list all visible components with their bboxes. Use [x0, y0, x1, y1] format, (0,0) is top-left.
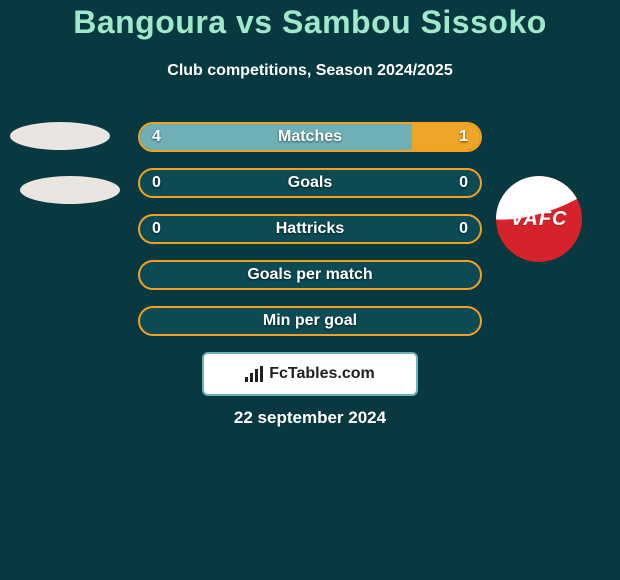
stat-bar: Min per goal — [138, 306, 482, 336]
brand-text: FcTables.com — [269, 365, 375, 383]
title-player-left: Bangoura — [73, 4, 226, 40]
stat-value-right: 0 — [459, 170, 468, 196]
stat-bar-right-fill — [412, 124, 480, 150]
title-player-right: Sambou Sissoko — [282, 4, 547, 40]
stat-bar: Matches 4 1 — [138, 122, 482, 152]
player-left-avatar-2 — [20, 176, 120, 204]
stat-bar: Goals 0 0 — [138, 168, 482, 198]
stat-bar: Hattricks 0 0 — [138, 214, 482, 244]
stat-label: Matches — [278, 128, 342, 146]
stat-value-left: 4 — [152, 124, 161, 150]
stat-row: Goals per match — [0, 260, 620, 290]
comparison-card: Bangoura vs Sambou Sissoko Club competit… — [0, 0, 620, 580]
date-text: 22 september 2024 — [0, 408, 620, 428]
stat-label: Goals per match — [247, 266, 372, 284]
club-badge-text: VAFC — [511, 208, 568, 231]
stat-value-left: 0 — [152, 170, 161, 196]
stat-row: Min per goal — [0, 306, 620, 336]
title-vs: vs — [236, 4, 273, 40]
stat-value-right: 1 — [459, 124, 468, 150]
stat-bar-left-fill — [140, 124, 412, 150]
stat-value-right: 0 — [459, 216, 468, 242]
player-left-avatar-1 — [10, 122, 110, 150]
subtitle: Club competitions, Season 2024/2025 — [0, 62, 620, 80]
stat-label: Min per goal — [263, 312, 357, 330]
stat-value-left: 0 — [152, 216, 161, 242]
page-title: Bangoura vs Sambou Sissoko — [0, 4, 620, 41]
stat-label: Hattricks — [276, 220, 344, 238]
brand-box: FcTables.com — [202, 352, 418, 396]
stat-label: Goals — [288, 174, 332, 192]
stat-bar: Goals per match — [138, 260, 482, 290]
club-badge-vafc: VAFC — [496, 176, 582, 262]
bar-chart-icon — [245, 366, 263, 382]
